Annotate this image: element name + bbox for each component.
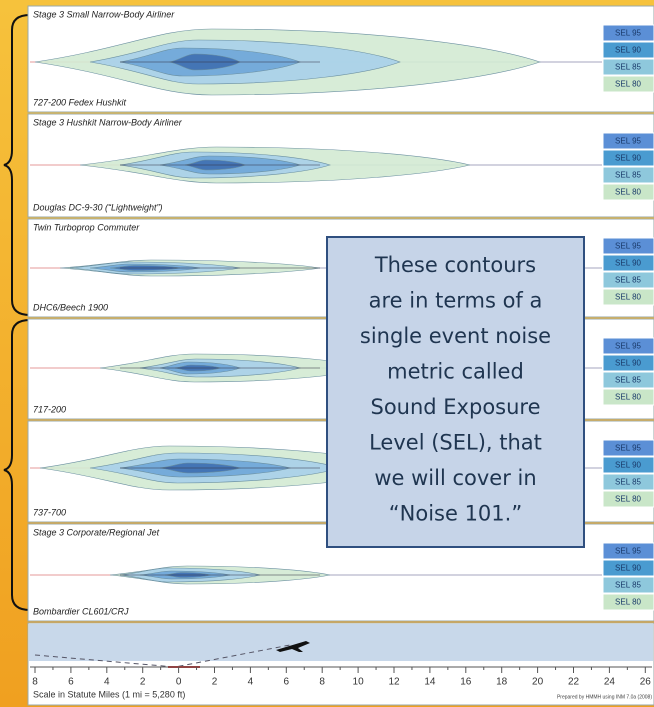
callout-text: single event noise	[360, 324, 551, 348]
legend-swatch	[602, 166, 654, 184]
aircraft-label: 727-200 Fedex Hushkit	[33, 97, 127, 107]
profile-band	[29, 624, 653, 661]
legend-label: SEL 80	[615, 188, 641, 197]
scale-label: 8	[319, 677, 325, 688]
legend-swatch	[602, 337, 654, 355]
legend-swatch	[602, 41, 654, 59]
scale-label: 20	[532, 677, 544, 688]
legend-label: SEL 95	[615, 137, 641, 146]
bracket	[3, 319, 31, 611]
flight-profile	[34, 644, 291, 668]
scale-label: 12	[388, 677, 400, 688]
callout-text: These contours	[374, 253, 536, 277]
aircraft-label: Douglas DC-9-30 (“Lightweight”)	[33, 202, 163, 212]
legend-label: SEL 85	[615, 478, 641, 487]
legend-swatch	[602, 237, 654, 255]
legend-swatch	[602, 132, 654, 150]
scale-label: 22	[568, 677, 580, 688]
panel-title: Stage 3 Hushkit Narrow-Body Airliner	[33, 117, 183, 127]
legend-swatch	[602, 58, 654, 76]
legend-swatch	[602, 542, 654, 560]
legend-swatch	[602, 183, 654, 201]
legend-swatch	[602, 473, 654, 491]
aircraft-label: 717-200	[33, 404, 66, 414]
legend-swatch	[602, 576, 654, 594]
legend-swatch	[602, 271, 654, 289]
legend-label: SEL 85	[615, 276, 641, 285]
scale-label: 6	[284, 677, 290, 688]
legend-swatch	[602, 593, 654, 611]
legend-label: SEL 90	[615, 461, 641, 470]
legend-label: SEL 90	[615, 564, 641, 573]
panel-title: Twin Turboprop Commuter	[33, 222, 140, 232]
scale-label: 4	[104, 677, 110, 688]
legend-swatch	[602, 559, 654, 577]
scale-label: 26	[640, 677, 652, 688]
callout-text: we will cover in	[374, 466, 536, 490]
legend-swatch	[602, 490, 654, 508]
legend-label: SEL 95	[615, 29, 641, 38]
callout-text: metric called	[387, 360, 524, 384]
scale-label: 16	[460, 677, 472, 688]
scale-label: 0	[176, 677, 182, 688]
scale-caption: Scale in Statute Miles (1 mi = 5,280 ft)	[33, 689, 185, 699]
scale-label: 18	[496, 677, 508, 688]
legend-label: SEL 90	[615, 259, 641, 268]
legend-swatch	[602, 288, 654, 306]
legend-label: SEL 85	[615, 581, 641, 590]
callout-text: “Noise 101.”	[389, 502, 522, 526]
panel-title: Stage 3 Corporate/Regional Jet	[33, 527, 160, 537]
scale-label: 2	[212, 677, 218, 688]
credit: Prepared by HMMH using INM 7.0a (2008)	[557, 694, 652, 700]
callout-text: Level (SEL), that	[369, 431, 542, 455]
scale-label: 8	[32, 677, 38, 688]
scale-label: 14	[424, 677, 436, 688]
legend-label: SEL 85	[615, 171, 641, 180]
legend-label: SEL 90	[615, 154, 641, 163]
legend-label: SEL 95	[615, 342, 641, 351]
legend-swatch	[602, 456, 654, 474]
legend-label: SEL 90	[615, 359, 641, 368]
callout-box	[326, 236, 585, 548]
scale-label: 4	[248, 677, 254, 688]
legend-label: SEL 95	[615, 547, 641, 556]
panel-title: Stage 3 Small Narrow-Body Airliner	[33, 9, 175, 19]
callout-text: are in terms of a	[369, 289, 543, 313]
scale-label: 24	[604, 677, 616, 688]
legend-label: SEL 95	[615, 242, 641, 251]
legend-swatch	[602, 371, 654, 389]
legend-swatch	[602, 149, 654, 167]
legend-label: SEL 80	[615, 495, 641, 504]
legend-label: SEL 85	[615, 376, 641, 385]
legend-label: SEL 80	[615, 393, 641, 402]
aircraft-label: 737-700	[33, 507, 66, 517]
legend-label: SEL 85	[615, 63, 641, 72]
aircraft-label: Bombardier CL601/CRJ	[33, 606, 129, 616]
aircraft-icon	[276, 641, 310, 652]
legend-swatch	[602, 439, 654, 457]
legend-label: SEL 90	[615, 46, 641, 55]
scale-label: 10	[353, 677, 365, 688]
legend-swatch	[602, 388, 654, 406]
legend-label: SEL 80	[615, 80, 641, 89]
bracket	[3, 14, 31, 316]
callout-text: Sound Exposure	[370, 395, 540, 419]
scale-label: 2	[140, 677, 146, 688]
legend-label: SEL 80	[615, 598, 641, 607]
legend-swatch	[602, 254, 654, 272]
legend-label: SEL 95	[615, 444, 641, 453]
legend-swatch	[602, 75, 654, 93]
legend-swatch	[602, 24, 654, 42]
aircraft-label: DHC6/Beech 1900	[33, 302, 108, 312]
legend-swatch	[602, 354, 654, 372]
scale-label: 6	[68, 677, 74, 688]
legend-label: SEL 80	[615, 293, 641, 302]
